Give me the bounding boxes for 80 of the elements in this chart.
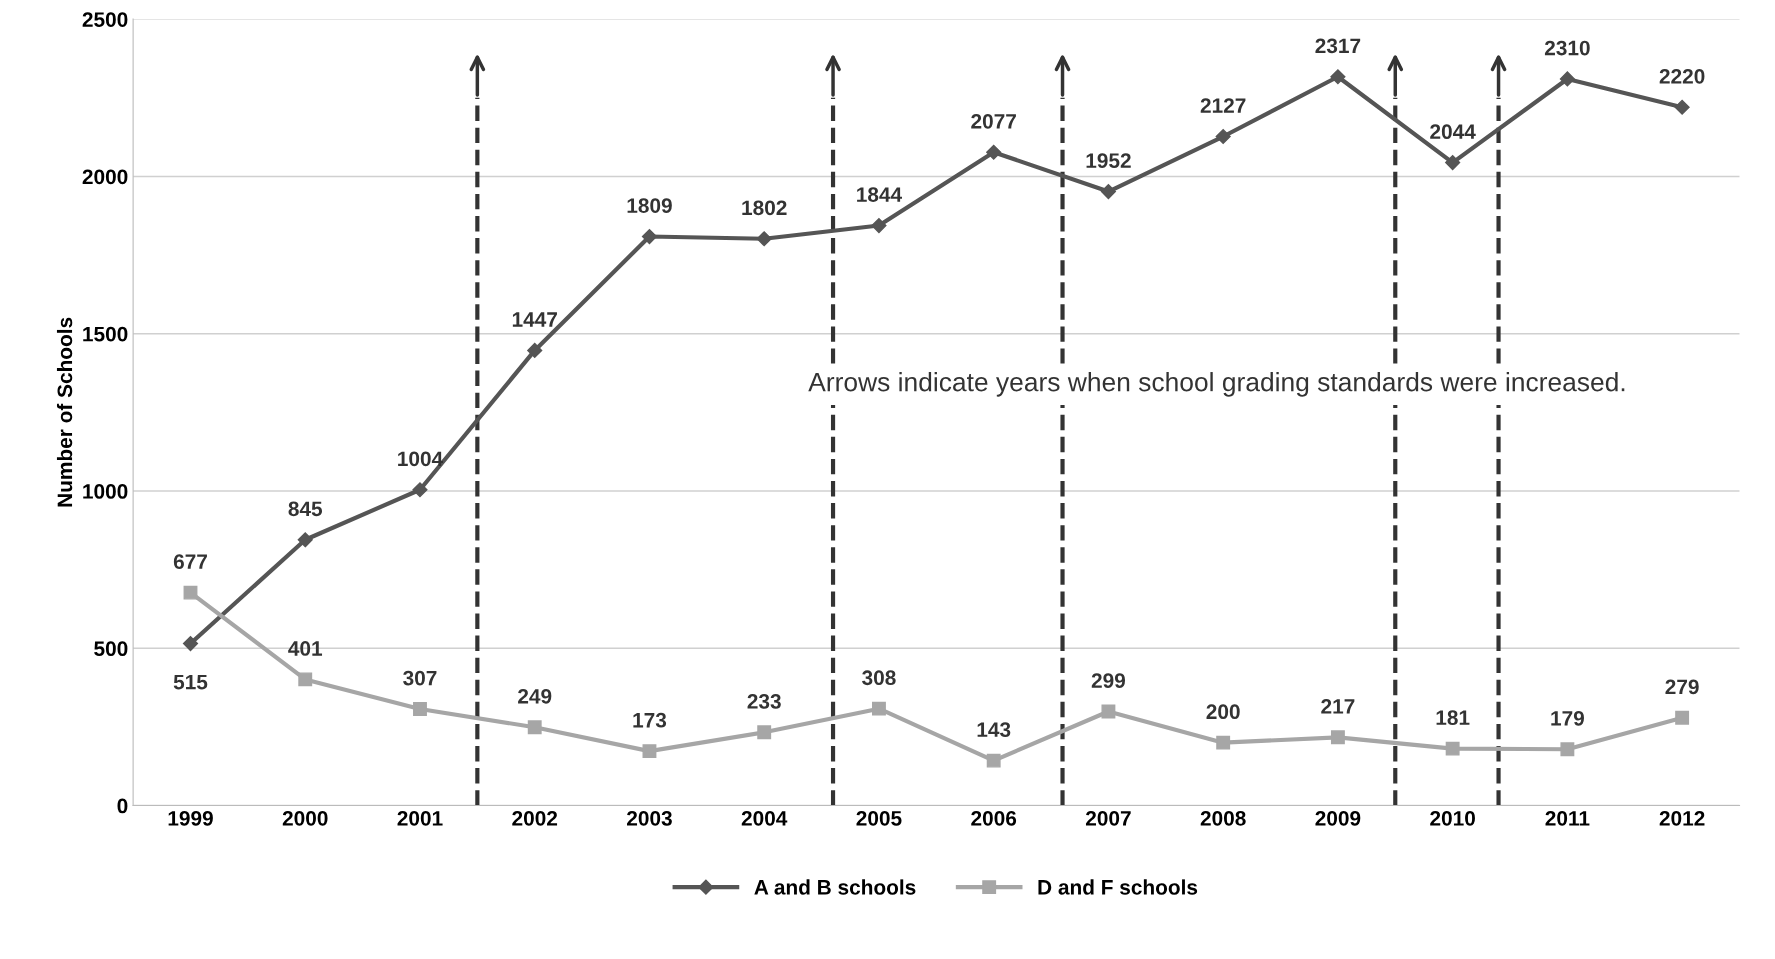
data-label: 200 bbox=[1206, 704, 1240, 720]
y-tick-label: 0 bbox=[117, 798, 128, 814]
point bbox=[182, 635, 199, 652]
data-label: 1802 bbox=[742, 200, 787, 216]
data-label: 1004 bbox=[398, 451, 444, 467]
data-label: 845 bbox=[288, 501, 323, 517]
data-label: 2317 bbox=[1315, 38, 1361, 54]
annotation: Arrows indicate years when school grading standards were increased. bbox=[808, 372, 1625, 397]
point bbox=[1330, 69, 1346, 85]
data-label: 173 bbox=[633, 712, 667, 728]
data-label: 179 bbox=[1551, 710, 1584, 726]
data-label: 2044 bbox=[1430, 124, 1476, 140]
data-label: 308 bbox=[862, 670, 896, 686]
point bbox=[297, 532, 313, 548]
x-tick-label: 2010 bbox=[1430, 810, 1475, 826]
point bbox=[871, 217, 887, 234]
data-label: 401 bbox=[288, 641, 323, 656]
x-tick-label: 2005 bbox=[856, 810, 902, 826]
point bbox=[1445, 155, 1461, 171]
data-label: 1952 bbox=[1086, 153, 1131, 168]
point bbox=[756, 231, 772, 247]
x-tick-label: 2003 bbox=[627, 810, 672, 826]
point bbox=[527, 342, 543, 358]
x-tick-label: 2007 bbox=[1085, 810, 1131, 826]
point bbox=[1560, 742, 1575, 757]
data-label: 2220 bbox=[1659, 68, 1705, 84]
data-label: 181 bbox=[1436, 710, 1470, 726]
data-label: 2310 bbox=[1544, 40, 1590, 56]
data-label: 299 bbox=[1091, 673, 1126, 688]
y-tick-label: 500 bbox=[94, 641, 128, 657]
point bbox=[1674, 99, 1690, 115]
point bbox=[1215, 128, 1231, 145]
x-tick-label: 1999 bbox=[168, 810, 213, 826]
point bbox=[298, 672, 313, 687]
x-tick-label: 2000 bbox=[282, 810, 328, 826]
point bbox=[1559, 71, 1575, 87]
y-tick-label: 2500 bbox=[82, 12, 128, 27]
point bbox=[1101, 704, 1116, 719]
data-label: 515 bbox=[173, 674, 208, 690]
legend-label: A and B schools bbox=[754, 879, 916, 895]
point bbox=[986, 753, 1001, 768]
point bbox=[1675, 710, 1690, 725]
data-label: 2077 bbox=[971, 113, 1016, 129]
data-label: 249 bbox=[518, 688, 552, 704]
point bbox=[757, 725, 772, 740]
x-tick-label: 2009 bbox=[1315, 810, 1361, 826]
point bbox=[641, 228, 658, 245]
x-tick-label: 2006 bbox=[971, 810, 1017, 826]
x-tick-label: 2001 bbox=[397, 810, 443, 826]
point bbox=[986, 144, 1002, 160]
y-tick-label: 1000 bbox=[83, 484, 128, 499]
x-tick-label: 2004 bbox=[741, 810, 788, 826]
data-label: 307 bbox=[403, 670, 437, 686]
data-label: 143 bbox=[977, 722, 1011, 738]
point bbox=[1445, 741, 1460, 756]
point bbox=[1100, 183, 1116, 200]
x-tick-label: 2011 bbox=[1545, 810, 1590, 826]
data-label: 233 bbox=[747, 693, 781, 709]
point bbox=[1330, 730, 1345, 745]
y-tick-label: 1500 bbox=[83, 326, 128, 342]
y-axis-title: Number of Schools bbox=[56, 317, 73, 507]
legend-label: D and F schools bbox=[1038, 879, 1198, 895]
data-label: 677 bbox=[173, 554, 207, 570]
point bbox=[183, 585, 198, 600]
point bbox=[413, 702, 427, 716]
x-tick-label: 2008 bbox=[1200, 810, 1246, 826]
data-label: 279 bbox=[1665, 679, 1699, 695]
point bbox=[412, 482, 428, 498]
x-tick-label: 2012 bbox=[1659, 810, 1705, 826]
point bbox=[642, 744, 657, 759]
data-label: 217 bbox=[1321, 698, 1355, 714]
point bbox=[871, 701, 886, 716]
x-tick-label: 2002 bbox=[512, 810, 558, 826]
data-label: 1844 bbox=[857, 187, 903, 202]
point bbox=[527, 720, 542, 735]
data-label: 1809 bbox=[627, 198, 672, 213]
data-label: 2127 bbox=[1200, 98, 1246, 113]
y-tick-label: 2000 bbox=[82, 169, 128, 185]
data-label: 1447 bbox=[512, 312, 557, 327]
point bbox=[1216, 735, 1231, 750]
